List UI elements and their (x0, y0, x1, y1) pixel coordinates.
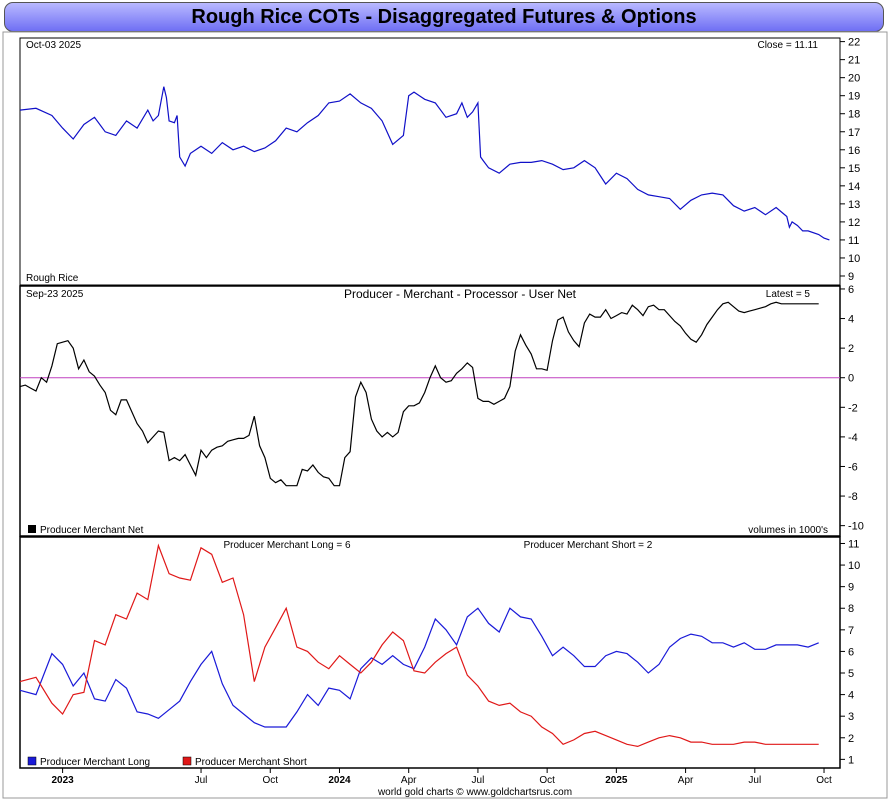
y-tick-label: 1 (848, 754, 854, 766)
y-tick-label: -6 (848, 461, 858, 473)
y-tick-label: 3 (848, 711, 854, 723)
y-tick-label: 12 (848, 217, 860, 229)
y-tick-label: 16 (848, 145, 860, 157)
y-tick-label: 10 (848, 253, 860, 265)
y-tick-label: 2 (848, 343, 854, 355)
long-short-y-axis: 11 10 9 8 7 6 5 4 3 2 1 (840, 538, 860, 766)
y-tick-label: 8 (848, 603, 854, 615)
long-short-panel (19, 536, 841, 769)
y-tick-label: 9 (848, 582, 854, 594)
y-tick-label: 5 (848, 668, 854, 680)
y-tick-label: 22 (848, 37, 860, 49)
y-tick-label: 15 (848, 163, 860, 175)
x-tick-label: Oct (539, 775, 555, 786)
x-tick-label: Oct (816, 775, 832, 786)
y-tick-label: 10 (848, 560, 860, 572)
short-series-line (19, 543, 819, 748)
y-tick-label: 7 (848, 625, 854, 637)
long-legend-label: Producer Merchant Long (40, 757, 150, 768)
long-latest-label: Producer Merchant Long = 6 (223, 540, 350, 551)
y-tick-label: 20 (848, 73, 860, 85)
x-tick-label: 2023 (51, 775, 74, 786)
y-tick-label: -2 (848, 402, 858, 414)
x-axis: 2023 Jul Oct 2024 Apr Jul Oct 2025 Apr Jul Oct (51, 768, 832, 786)
price-series-line (19, 86, 830, 241)
outer-border (2, 31, 888, 799)
y-tick-label: 11 (848, 235, 859, 247)
net-legend-swatch (28, 525, 36, 533)
price-close-label: Close = 11.11 (757, 40, 818, 51)
y-tick-label: -8 (848, 491, 858, 503)
x-tick-label: 2024 (328, 775, 351, 786)
x-tick-label: Jul (195, 775, 208, 786)
y-tick-label: 6 (848, 284, 854, 296)
y-tick-label: 19 (848, 91, 860, 103)
x-tick-label: Oct (262, 775, 278, 786)
x-tick-label: 2025 (605, 775, 628, 786)
y-tick-label: 4 (848, 314, 854, 326)
price-y-axis: 9 10 11 12 13 14 15 16 17 18 19 20 21 22 (840, 37, 860, 283)
net-y-axis: 6 4 2 0 -2 -4 -6 -8 -10 (840, 284, 864, 533)
net-date-label: Sep-23 2025 (26, 289, 84, 300)
short-legend-swatch (182, 756, 192, 766)
x-tick-label: Apr (678, 775, 694, 786)
y-tick-label: 2 (848, 733, 854, 745)
net-panel (19, 285, 841, 537)
x-tick-label: Jul (748, 775, 761, 786)
y-tick-label: 11 (848, 538, 859, 550)
volumes-note: volumes in 1000's (748, 525, 828, 536)
footer-credit: world gold charts © www.goldchartsrus.co… (377, 787, 572, 798)
price-legend-label: Rough Rice (26, 273, 79, 284)
net-series-line (19, 301, 819, 487)
net-latest-label: Latest = 5 (766, 289, 811, 300)
page-title: Rough Rice COTs - Disaggregated Futures … (4, 2, 884, 32)
y-tick-label: 14 (848, 181, 860, 193)
y-tick-label: -10 (848, 521, 864, 533)
y-tick-label: 6 (848, 646, 854, 658)
long-legend-swatch (27, 756, 37, 766)
y-tick-label: 4 (848, 690, 854, 702)
net-legend-label: Producer Merchant Net (40, 525, 144, 536)
y-tick-label: -4 (848, 432, 858, 444)
short-legend-label: Producer Merchant Short (195, 757, 307, 768)
y-tick-label: 9 (848, 271, 854, 283)
y-tick-label: 17 (848, 127, 860, 139)
y-tick-label: 0 (848, 373, 854, 385)
y-tick-label: 21 (848, 55, 860, 67)
y-tick-label: 13 (848, 199, 860, 211)
x-tick-label: Jul (472, 775, 485, 786)
y-tick-label: 18 (848, 109, 860, 121)
price-date-label: Oct-03 2025 (26, 40, 81, 51)
long-series-line (19, 607, 819, 728)
price-panel (19, 37, 841, 286)
short-latest-label: Producer Merchant Short = 2 (524, 540, 653, 551)
x-tick-label: Apr (401, 775, 417, 786)
net-panel-title: Producer - Merchant - Processor - User N… (344, 287, 577, 301)
